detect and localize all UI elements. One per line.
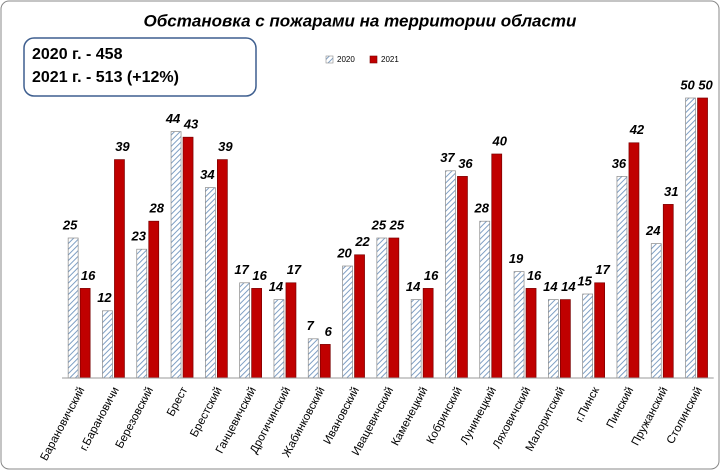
value-label: 22 — [354, 234, 370, 249]
value-label: 25 — [371, 217, 387, 232]
bar — [217, 159, 228, 379]
bar — [354, 254, 365, 379]
chart-title: Обстановка с пожарами на территории обла… — [144, 11, 578, 30]
value-label: 14 — [543, 279, 558, 294]
bar — [182, 136, 194, 379]
bar — [239, 282, 250, 379]
value-label: 14 — [561, 279, 576, 294]
bar — [513, 271, 525, 379]
bar — [319, 344, 331, 379]
value-label: 36 — [612, 156, 627, 171]
bar — [376, 237, 388, 379]
bar — [79, 288, 91, 379]
bar — [148, 220, 160, 379]
value-label: 43 — [183, 117, 199, 132]
value-label: 31 — [664, 184, 678, 199]
value-label: 16 — [424, 268, 439, 283]
bar — [114, 159, 125, 379]
value-label: 17 — [287, 262, 302, 277]
value-label: 44 — [165, 111, 181, 126]
value-label: 39 — [218, 139, 233, 154]
bar — [594, 282, 606, 379]
summary-line: 2021 г. - 513 (+12%) — [32, 69, 179, 86]
value-label: 36 — [458, 156, 473, 171]
value-label: 23 — [131, 229, 147, 244]
value-label: 39 — [115, 139, 130, 154]
value-label: 37 — [440, 150, 455, 165]
value-label: 16 — [252, 268, 267, 283]
value-label: 17 — [234, 262, 249, 277]
bar — [457, 176, 468, 379]
bar — [445, 170, 456, 379]
value-label: 20 — [336, 245, 352, 260]
value-label: 25 — [389, 217, 405, 232]
bar — [422, 288, 434, 379]
value-label: 50 — [698, 77, 713, 92]
value-label: 12 — [97, 290, 112, 305]
value-label: 15 — [577, 273, 592, 288]
bar — [251, 288, 262, 379]
value-label: 50 — [680, 77, 695, 92]
bar — [697, 97, 708, 379]
legend-swatch — [325, 55, 334, 64]
bar — [616, 176, 628, 379]
bar — [205, 187, 216, 379]
value-label: 25 — [62, 217, 78, 232]
bar — [559, 299, 571, 379]
value-label: 34 — [200, 167, 215, 182]
legend-label: 2020 — [337, 55, 355, 64]
bar — [547, 299, 559, 379]
value-label: 16 — [527, 268, 542, 283]
value-label: 28 — [149, 201, 165, 216]
bar — [388, 237, 400, 379]
legend-label: 2021 — [381, 55, 399, 64]
bar — [136, 248, 148, 379]
value-label: 14 — [406, 279, 421, 294]
bar — [342, 265, 353, 379]
value-label: 14 — [269, 279, 284, 294]
bar — [170, 131, 182, 379]
bar — [662, 204, 674, 379]
value-label: 28 — [474, 201, 490, 216]
value-label: 17 — [595, 262, 610, 277]
value-label: 40 — [492, 133, 508, 148]
value-label: 7 — [307, 318, 315, 333]
bar — [491, 153, 503, 379]
bar — [102, 310, 113, 379]
bar — [628, 142, 640, 379]
bar — [685, 97, 696, 379]
value-label: 16 — [81, 268, 96, 283]
bar — [273, 299, 285, 379]
bar — [410, 299, 422, 379]
value-label: 19 — [509, 251, 524, 266]
summary-line: 2020 г. - 458 — [32, 46, 123, 63]
value-label: 24 — [645, 223, 661, 238]
bar — [67, 237, 79, 379]
bar — [582, 293, 594, 379]
value-label: 6 — [325, 324, 333, 339]
bar — [479, 220, 491, 379]
summary-box — [23, 37, 257, 97]
legend-swatch — [369, 55, 378, 64]
bar — [650, 243, 662, 379]
bar — [285, 282, 297, 379]
bar — [307, 338, 319, 379]
bar — [525, 288, 537, 379]
value-label: 42 — [629, 122, 645, 137]
